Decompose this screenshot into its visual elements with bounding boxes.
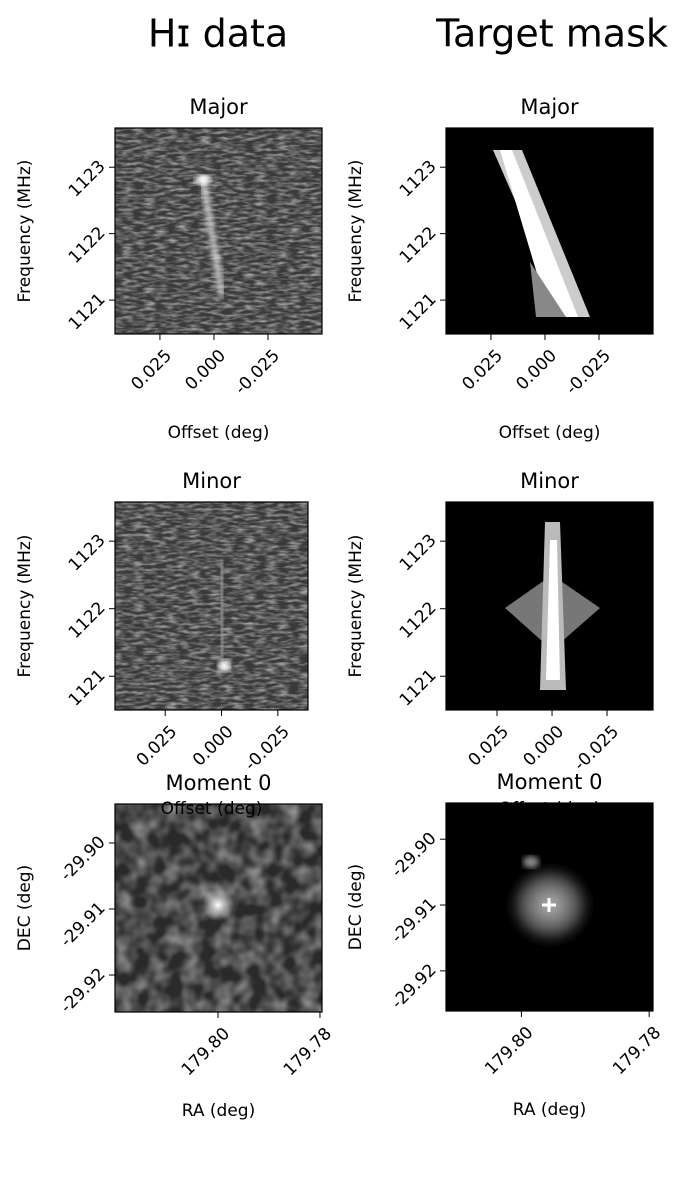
x-tick-label: 0.000 [189, 722, 238, 771]
y-axis-label: Frequency (MHz) [15, 160, 35, 303]
x-tick-label: 0.000 [181, 346, 230, 395]
y-axis-label: Frequency (MHz) [15, 535, 35, 678]
x-axis-label: Offset (deg) [499, 423, 601, 443]
x-axis-label: Offset (deg) [161, 799, 263, 819]
x-tick-label: 0.000 [512, 346, 561, 395]
image-moment-mask [446, 803, 653, 1011]
y-tick-label: 1123 [65, 157, 110, 202]
x-tick-label: -0.025 [570, 722, 623, 775]
y-tick-label: -29.90 [388, 829, 441, 882]
panel-title: Moment 0 [166, 771, 272, 795]
y-axis-label: DEC (deg) [15, 865, 35, 951]
y-tick-label: 1123 [396, 157, 441, 202]
y-tick-label: -29.91 [57, 898, 110, 951]
y-tick-label: 1122 [396, 223, 441, 268]
x-tick-label: -0.025 [231, 346, 284, 399]
x-tick-label: 0.025 [464, 722, 513, 771]
y-axis-label: DEC (deg) [346, 864, 366, 950]
panel-title: Moment 0 [497, 770, 603, 794]
x-tick-label: 0.025 [127, 346, 176, 395]
y-tick-label: -29.91 [388, 894, 441, 947]
x-tick-label: 179.78 [280, 1024, 336, 1080]
panel-title: Minor [520, 469, 579, 493]
axes-frame [114, 127, 323, 335]
axes-frame [445, 802, 654, 1012]
x-tick-label: -0.025 [241, 722, 294, 775]
axes-frame [114, 501, 309, 711]
column-title: Hɪ data [148, 12, 288, 56]
x-tick-label: 179.80 [178, 1024, 234, 1080]
y-tick-label: 1121 [65, 290, 110, 335]
x-axis-label: Offset (deg) [499, 799, 601, 819]
y-tick-label: -29.92 [57, 964, 110, 1017]
y-tick-label: 1122 [65, 598, 110, 643]
y-tick-label: 1122 [396, 598, 441, 643]
image-minor-data [115, 502, 308, 710]
image-moment-data [115, 804, 322, 1012]
axes-frame [445, 127, 654, 335]
x-tick-label: 0.000 [519, 722, 568, 771]
panel-title: Major [189, 95, 248, 119]
axes-frame [445, 501, 654, 711]
y-tick-label: 1121 [65, 666, 110, 711]
panel-title: Minor [182, 469, 241, 493]
x-tick-label: 179.78 [609, 1023, 665, 1079]
x-axis-label: RA (deg) [182, 1101, 255, 1121]
x-tick-label: 179.80 [481, 1023, 537, 1079]
image-minor-mask [446, 502, 653, 710]
x-tick-label: 0.025 [133, 722, 182, 771]
y-tick-label: -29.90 [57, 832, 110, 885]
column-title: Target mask [435, 12, 668, 56]
image-major-mask [446, 128, 653, 334]
y-tick-label: 1123 [396, 531, 441, 576]
y-axis-label: Frequency (MHz) [346, 160, 366, 303]
x-axis-label: RA (deg) [513, 1100, 586, 1120]
y-tick-label: 1121 [396, 290, 441, 335]
y-tick-label: 1121 [396, 666, 441, 711]
y-tick-label: -29.92 [388, 960, 441, 1013]
x-tick-label: 0.025 [458, 346, 507, 395]
y-axis-label: Frequency (MHz) [346, 535, 366, 678]
y-tick-label: 1123 [65, 531, 110, 576]
panel-title: Major [520, 95, 579, 119]
image-major-data [115, 128, 322, 334]
y-tick-label: 1122 [65, 223, 110, 268]
x-tick-label: -0.025 [562, 346, 615, 399]
axes-frame [114, 803, 323, 1013]
x-axis-label: Offset (deg) [168, 423, 270, 443]
